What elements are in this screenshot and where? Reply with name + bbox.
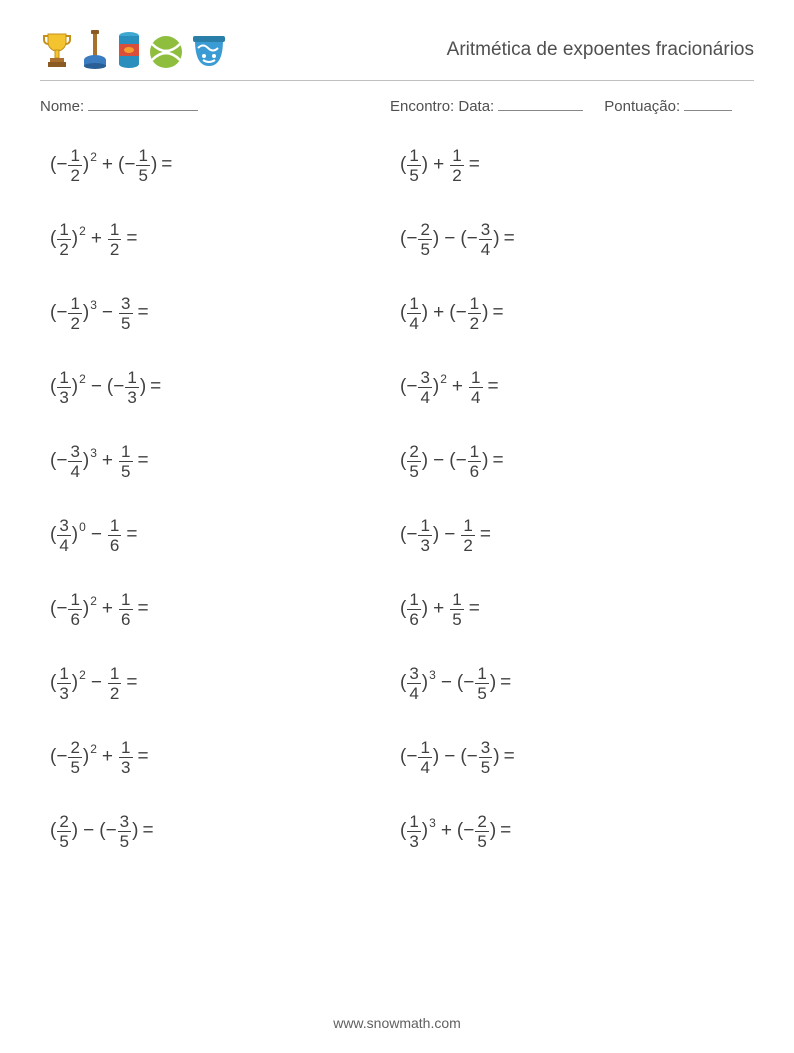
info-row: Nome: Encontro: Data: Pontuação: <box>40 95 754 115</box>
meta-fields: Encontro: Data: Pontuação: <box>390 95 754 115</box>
problem-left-10: (25)−(−35) = <box>50 809 400 853</box>
problem-right-3: (14)+(−12) = <box>400 291 754 335</box>
name-label: Nome: <box>40 98 84 115</box>
problem-right-6: (−13)−12 = <box>400 513 754 557</box>
score-blank <box>684 95 732 111</box>
problem-right-7: (16)+15 = <box>400 587 754 631</box>
date-blank <box>498 95 583 111</box>
score-label: Pontuação: <box>604 98 680 115</box>
problem-left-9: (−25)2+13 = <box>50 735 400 779</box>
problem-right-1: (15)+12 = <box>400 143 754 187</box>
footer: www.snowmath.com <box>0 1015 794 1031</box>
problems-grid: (−12)2+(−15) =(15)+12 =(12)2+12 =(−25)−(… <box>40 143 754 853</box>
problem-right-9: (−14)−(−35) = <box>400 735 754 779</box>
worksheet-page: Aritmética de expoentes fracionários Nom… <box>0 0 794 853</box>
problem-left-5: (−34)3+15 = <box>50 439 400 483</box>
plunger-icon <box>80 30 110 70</box>
name-blank <box>88 95 198 111</box>
can-icon <box>116 30 142 70</box>
problem-right-4: (−34)2+14 = <box>400 365 754 409</box>
problem-left-4: (13)2−(−13) = <box>50 365 400 409</box>
header-icons <box>40 30 228 70</box>
problem-left-3: (−12)3−35 = <box>50 291 400 335</box>
trophy-icon <box>40 30 74 70</box>
problem-right-10: (13)3+(−25) = <box>400 809 754 853</box>
worksheet-title: Aritmética de expoentes fracionários <box>447 39 754 61</box>
problem-left-6: (34)0−16 = <box>50 513 400 557</box>
tennis-ball-icon <box>148 30 184 70</box>
problem-left-8: (13)2−12 = <box>50 661 400 705</box>
problem-left-2: (12)2+12 = <box>50 217 400 261</box>
footer-url: www.snowmath.com <box>333 1015 461 1031</box>
problem-left-7: (−16)2+16 = <box>50 587 400 631</box>
problem-right-8: (34)3−(−15) = <box>400 661 754 705</box>
date-label: Encontro: Data: <box>390 98 494 115</box>
header: Aritmética de expoentes fracionários <box>40 30 754 81</box>
problem-right-2: (−25)−(−34) = <box>400 217 754 261</box>
fishbowl-icon <box>190 30 228 70</box>
problem-right-5: (25)−(−16) = <box>400 439 754 483</box>
name-field: Nome: <box>40 95 390 115</box>
problem-left-1: (−12)2+(−15) = <box>50 143 400 187</box>
